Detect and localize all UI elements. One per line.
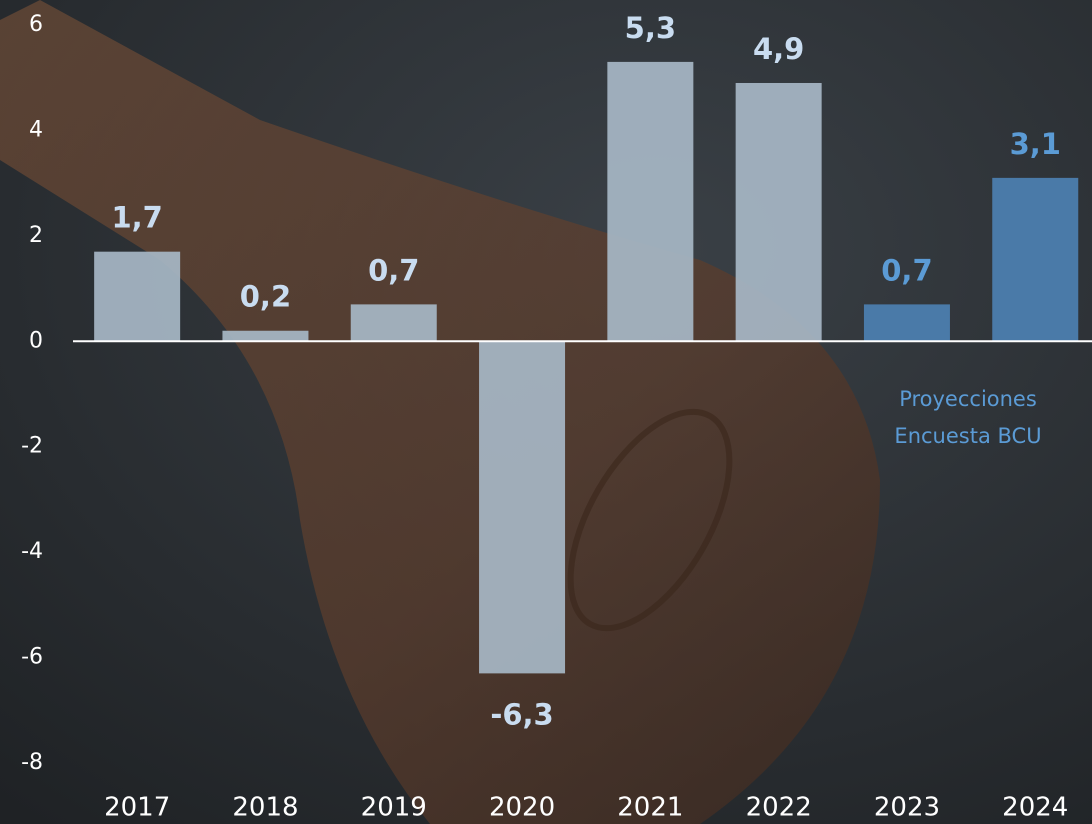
bar — [607, 61, 694, 342]
bar — [94, 251, 181, 342]
x-tick-label: 2021 — [617, 793, 683, 823]
x-tick-label: 2022 — [746, 793, 812, 823]
y-tick-label: -2 — [21, 434, 43, 459]
paddle-image — [0, 0, 880, 824]
y-tick-label: -8 — [21, 750, 43, 775]
bar — [992, 177, 1079, 342]
bar — [479, 341, 566, 674]
value-label: 0,7 — [368, 253, 419, 287]
value-label: 5,3 — [625, 11, 676, 45]
x-tick-label: 2024 — [1002, 793, 1068, 823]
x-tick-label: 2019 — [361, 793, 427, 823]
annotation: Proyecciones — [899, 387, 1037, 411]
annotation: Encuesta BCU — [894, 424, 1041, 448]
x-tick-label: 2017 — [104, 793, 170, 823]
y-tick-label: 6 — [29, 12, 43, 37]
value-label: 3,1 — [1010, 127, 1061, 161]
value-label: 1,7 — [111, 201, 162, 235]
bar — [863, 304, 950, 342]
y-tick-label: 0 — [29, 328, 43, 353]
x-tick-label: 2018 — [232, 793, 298, 823]
y-tick-label: -6 — [21, 645, 43, 670]
value-label: 4,9 — [753, 32, 804, 66]
bar — [222, 330, 309, 342]
y-tick-label: -4 — [21, 539, 43, 564]
x-tick-label: 2023 — [874, 793, 940, 823]
bar — [735, 82, 822, 342]
y-tick-label: 2 — [29, 223, 43, 248]
bar — [350, 304, 437, 342]
value-label: 0,2 — [240, 280, 291, 314]
paddle-emblem — [567, 408, 733, 632]
value-label: 0,7 — [881, 253, 932, 287]
y-tick-label: 4 — [29, 117, 43, 142]
x-tick-label: 2020 — [489, 793, 555, 823]
value-label: -6,3 — [490, 697, 553, 731]
